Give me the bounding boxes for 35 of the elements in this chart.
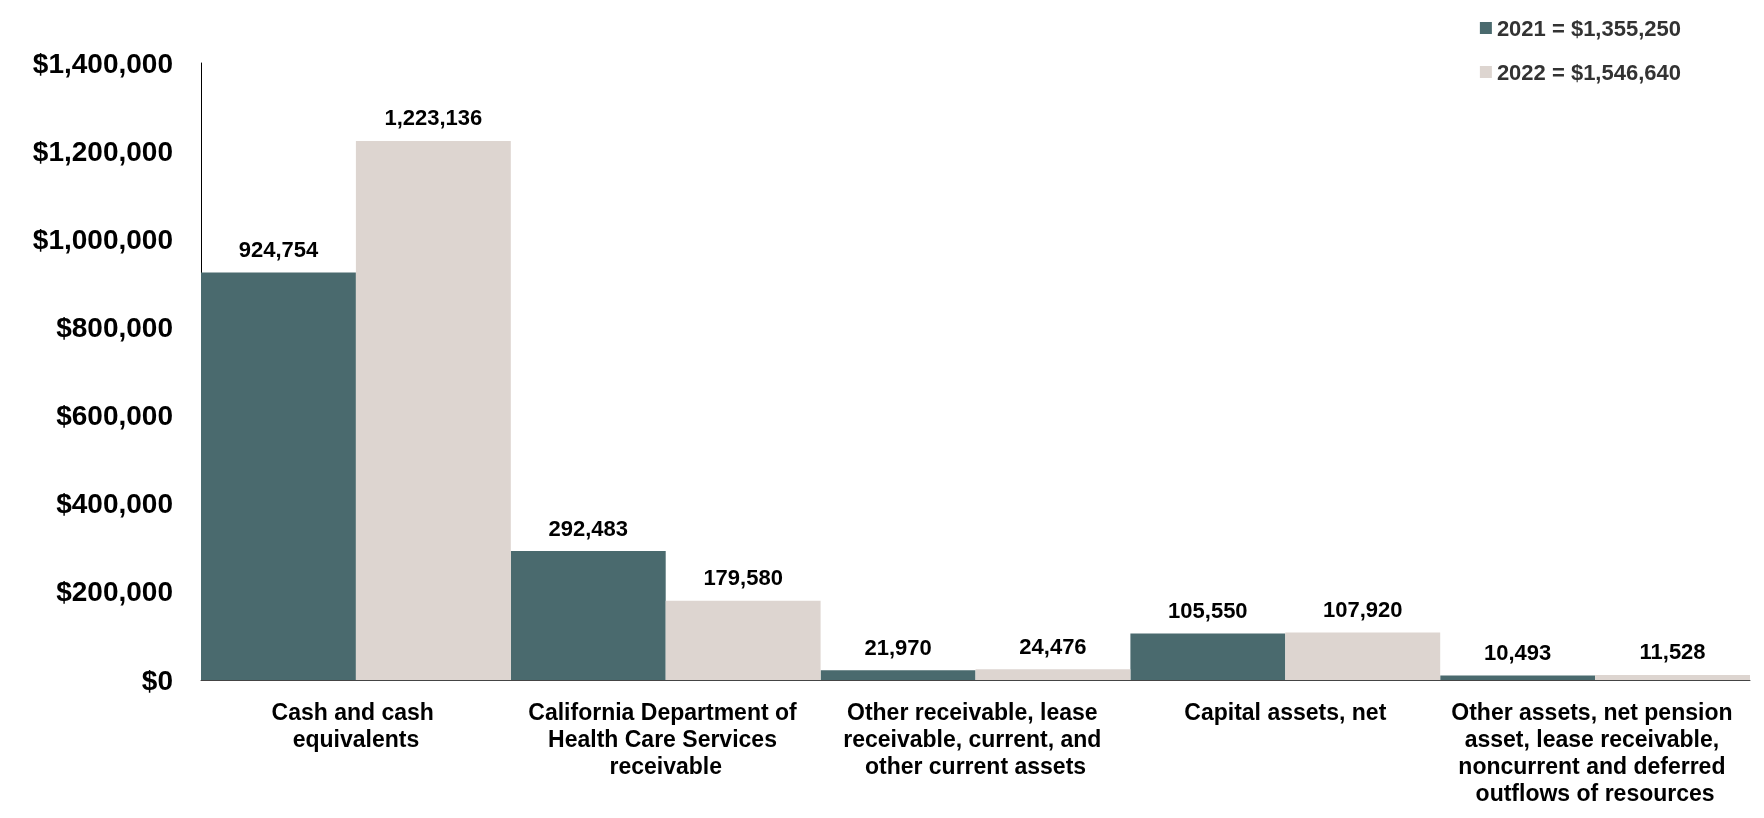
legend-label: 2021 = $1,355,250 xyxy=(1496,15,1681,41)
data-label: 292,483 xyxy=(548,515,629,541)
data-label: 10,493 xyxy=(1484,639,1552,665)
bar xyxy=(820,670,976,680)
data-label: 179,580 xyxy=(703,565,783,591)
bar xyxy=(355,140,511,680)
data-label: 1,223,136 xyxy=(384,105,483,131)
y-tick-label: $400,000 xyxy=(56,488,173,520)
bar xyxy=(1595,674,1750,680)
x-tick-label: Cash and cash equivalents xyxy=(271,698,441,752)
x-tick-label: Other assets, net pension asset, lease receivable, noncurrent and deferred outflows of resources xyxy=(1451,698,1739,806)
y-tick-label: $1,000,000 xyxy=(32,223,173,255)
data-label: 11,528 xyxy=(1639,639,1706,665)
y-tick-label: $1,400,000 xyxy=(32,47,173,79)
legend-label: 2022 = $1,546,640 xyxy=(1496,59,1681,85)
bar xyxy=(975,669,1131,680)
bar xyxy=(1285,632,1441,680)
y-tick-label: $200,000 xyxy=(56,576,173,608)
data-label: 924,754 xyxy=(238,236,319,262)
bar xyxy=(1130,633,1286,680)
bar xyxy=(201,272,356,680)
bar xyxy=(665,600,821,680)
data-label: 107,920 xyxy=(1322,596,1403,622)
data-label: 21,970 xyxy=(864,634,932,660)
bar xyxy=(510,551,666,680)
y-tick-label: $800,000 xyxy=(56,311,173,343)
x-tick-label: Capital assets, net xyxy=(1184,698,1387,725)
data-label: 105,550 xyxy=(1168,597,1248,623)
y-tick-label: $600,000 xyxy=(56,400,173,432)
x-tick-label: California Department of Health Care Services receivable xyxy=(528,698,804,779)
y-tick-label: $1,200,000 xyxy=(32,135,173,167)
data-label: 24,476 xyxy=(1019,633,1087,659)
x-tick-label: Other receivable, lease receivable, current, and other current assets xyxy=(843,698,1108,779)
y-tick-label: $0 xyxy=(141,664,173,696)
bar xyxy=(1440,675,1596,680)
